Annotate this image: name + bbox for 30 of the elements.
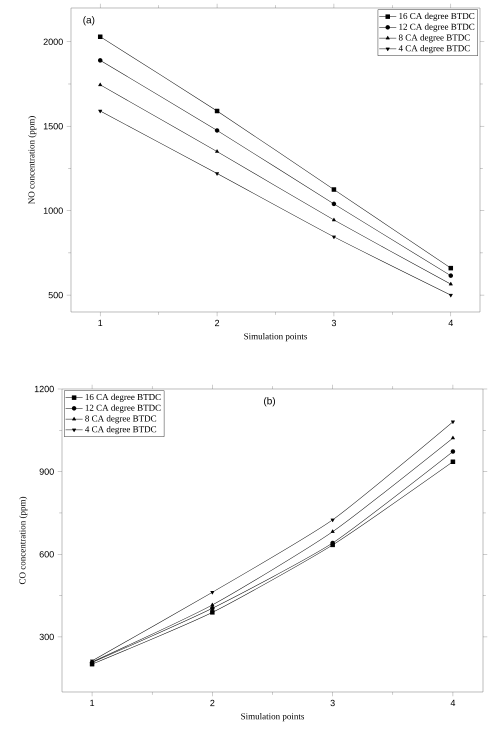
x-tick-label: 4: [450, 700, 456, 706]
y-tick-label: 2000: [44, 38, 63, 45]
x-axis-title: Simulation points: [244, 333, 308, 342]
y-tick-label: 600: [40, 551, 54, 558]
y-axis-title: CO concentration (ppm): [19, 496, 28, 584]
legend-label: 8 CA degree BTDC: [398, 34, 470, 42]
y-tick-label: 300: [40, 634, 54, 640]
legend-label: 8 CA degree BTDC: [85, 415, 156, 424]
legend-label: 12 CA degree BTDC: [399, 23, 474, 32]
annotation: (b): [264, 397, 276, 406]
y-tick-label: 1000: [44, 207, 63, 214]
x-tick-label: 3: [330, 700, 335, 706]
x-tick-label: 3: [332, 320, 336, 326]
x-tick-label: 1: [98, 320, 102, 326]
legend-label: 16 CA degree BTDC: [86, 394, 161, 402]
x-axis-title: Simulation points: [241, 713, 304, 722]
y-tick-label: 1500: [44, 123, 63, 130]
annotation: (a): [83, 16, 94, 26]
y-tick-label: 500: [48, 292, 63, 298]
legend-label: 12 CA degree BTDC: [86, 404, 161, 413]
legend-label: 4 CA degree BTDC: [398, 44, 470, 54]
x-tick-label: 2: [210, 700, 214, 706]
x-tick-label: 1: [90, 700, 94, 706]
y-tick-label: 900: [40, 468, 54, 475]
legend-label: 4 CA degree BTDC: [85, 426, 156, 434]
x-tick-label: 4: [448, 320, 454, 326]
x-tick-label: 2: [215, 320, 220, 326]
legend-label: 16 CA degree BTDC: [399, 12, 474, 21]
y-axis-title: NO concentration (ppm): [28, 116, 36, 204]
y-tick-label: 1200: [34, 386, 54, 392]
